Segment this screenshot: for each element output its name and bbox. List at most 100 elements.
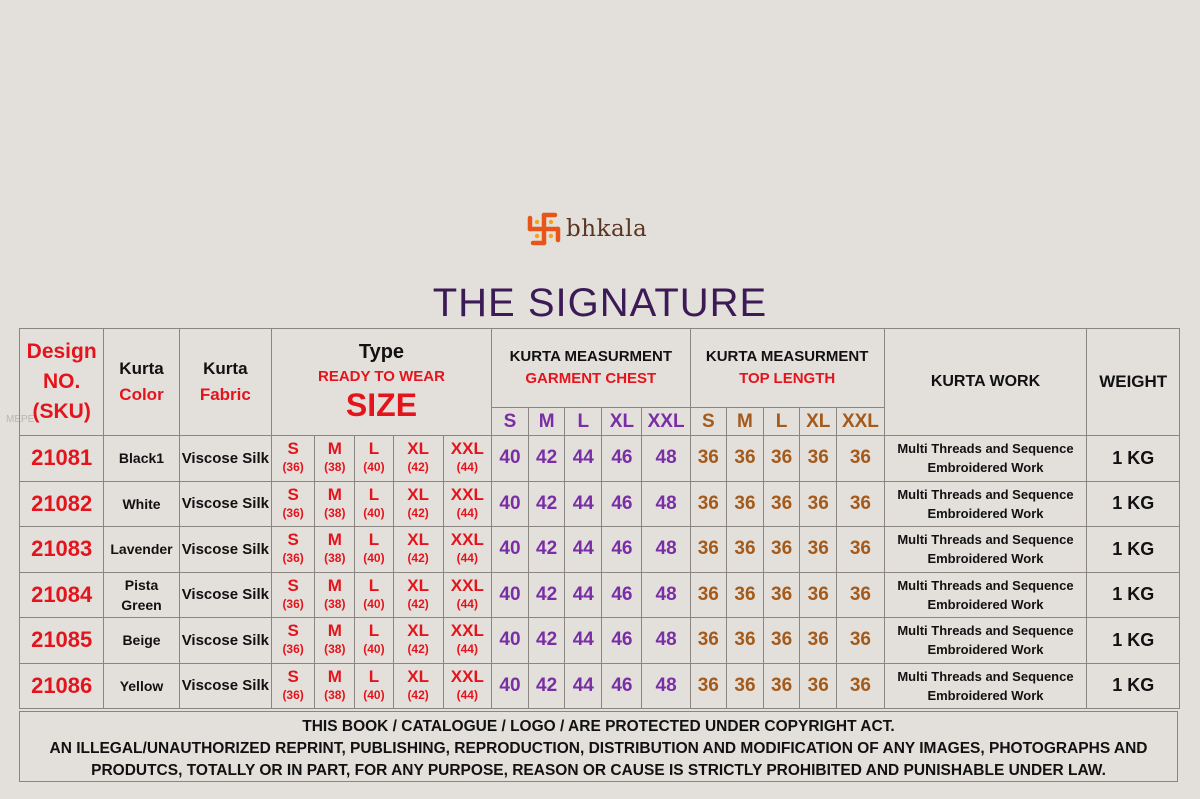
length-measurement-cell: 36	[763, 571, 801, 618]
sku-cell: 21085	[18, 617, 105, 664]
kurta-work-header: KURTA WORK	[883, 328, 1088, 436]
length-measurement-cell: 36	[763, 662, 801, 709]
length-measurement-cell: 36	[799, 435, 838, 482]
catalogue-title: THE SIGNATURE	[432, 281, 768, 325]
length-measurement-cell: 36	[799, 617, 838, 664]
brand-logo: bhkala	[524, 207, 647, 251]
copyright-notice: THIS BOOK / CATALOGUE / LOGO / ARE PROTE…	[19, 711, 1178, 782]
length-measurement-cell: 36	[725, 571, 765, 618]
chest-measurement-cell: 44	[564, 662, 603, 709]
size-cell: L (40)	[354, 526, 394, 573]
size-cell: XXL (44)	[442, 480, 492, 527]
kurta-work-cell: Multi Threads and Sequence Embroidered Wo…	[883, 662, 1088, 709]
kurta-fabric-header: Kurta Fabric	[178, 328, 273, 436]
length-measurement-cell: 36	[799, 662, 838, 709]
length-measurement-cell: 36	[836, 480, 885, 527]
chest-measurement-cell: 42	[528, 662, 566, 709]
kurta-fabric-cell: Viscose Silk	[178, 480, 273, 527]
kurta-color-cell: Beige	[103, 617, 180, 664]
length-measurement-cell: 36	[836, 662, 885, 709]
chest-measurement-cell: 40	[490, 435, 530, 482]
size-cell: S (36)	[271, 662, 316, 709]
length-measurement-cell: 36	[725, 662, 765, 709]
length-measurement-cell: 36	[763, 480, 801, 527]
size-cell: L (40)	[354, 435, 394, 482]
length-measurement-cell: 36	[836, 571, 885, 618]
chest-measurement-cell: 40	[490, 662, 530, 709]
kurta-work-cell: Multi Threads and Sequence Embroidered Wo…	[883, 480, 1088, 527]
header-row: Design NO. (SKU) Kurta Color Kurta Fabri…	[18, 328, 1180, 436]
sku-cell: 21081	[18, 435, 105, 482]
kurta-color-cell: Yellow	[103, 662, 180, 709]
size-chart-table: Design NO. (SKU) Kurta Color Kurta Fabri…	[18, 328, 1180, 709]
length-measurement-cell: 36	[725, 480, 765, 527]
length-size-s: S	[689, 407, 727, 436]
size-cell: XL (42)	[392, 617, 444, 664]
kurta-color-cell: White	[103, 480, 180, 527]
chest-measurement-cell: 42	[528, 435, 566, 482]
sku-cell: 21086	[18, 662, 105, 709]
kurta-color-cell: Pista Green	[103, 571, 180, 618]
length-size-l: L	[763, 407, 801, 436]
size-cell: XXL (44)	[442, 526, 492, 573]
chest-measurement-cell: 48	[641, 662, 691, 709]
chest-measurement-cell: 48	[641, 617, 691, 664]
size-cell: L (40)	[354, 617, 394, 664]
length-measurement-cell: 36	[689, 435, 727, 482]
length-measurement-cell: 36	[799, 571, 838, 618]
chest-size-s: S	[490, 407, 530, 436]
chest-size-l: L	[564, 407, 603, 436]
type-size-header: Type READY TO WEAR SIZE	[271, 328, 492, 436]
kurta-fabric-cell: Viscose Silk	[178, 526, 273, 573]
chest-measurement-cell: 48	[641, 571, 691, 618]
length-measurement-cell: 36	[836, 526, 885, 573]
length-measurement-cell: 36	[799, 526, 838, 573]
length-size-m: M	[725, 407, 765, 436]
size-cell: S (36)	[271, 480, 316, 527]
chest-measurement-cell: 48	[641, 480, 691, 527]
garment-chest-header: KURTA MEASURMENT GARMENT CHEST	[490, 328, 691, 408]
kurta-color-cell: Black1	[103, 435, 180, 482]
size-cell: XXL (44)	[442, 571, 492, 618]
size-cell: XL (42)	[392, 662, 444, 709]
weight-cell: 1 KG	[1086, 480, 1180, 527]
size-cell: XL (42)	[392, 435, 444, 482]
weight-cell: 1 KG	[1086, 435, 1180, 482]
length-measurement-cell: 36	[689, 526, 727, 573]
length-size-xl: XL	[799, 407, 838, 436]
chest-measurement-cell: 40	[490, 571, 530, 618]
size-cell: M (38)	[314, 662, 356, 709]
length-measurement-cell: 36	[725, 617, 765, 664]
length-measurement-cell: 36	[689, 662, 727, 709]
length-size-xxl: XXL	[836, 407, 885, 436]
design-no-header: Design NO. (SKU)	[18, 328, 105, 436]
size-cell: XXL (44)	[442, 435, 492, 482]
chest-measurement-cell: 46	[601, 526, 643, 573]
size-cell: S (36)	[271, 571, 316, 618]
table-row: 21083 Lavender Viscose Silk S (36) M (38) L (40)…	[18, 526, 1180, 573]
swastik-logo-icon	[527, 212, 561, 246]
kurta-work-cell: Multi Threads and Sequence Embroidered Wo…	[883, 571, 1088, 618]
chest-size-xl: XL	[601, 407, 643, 436]
size-cell: XXL (44)	[442, 662, 492, 709]
weight-header: WEIGHT	[1086, 328, 1180, 436]
size-subheader-row: S M L XL XXL S M L XL XXL	[20, 407, 1180, 436]
table-row: 21086 Yellow Viscose Silk S (36) M (38) L (40) XL…	[18, 662, 1180, 709]
table-body: 21081 Black1 Viscose Silk S (36) M (38) L (40) XL…	[18, 435, 1180, 709]
length-measurement-cell: 36	[689, 571, 727, 618]
length-measurement-cell: 36	[725, 526, 765, 573]
size-cell: S (36)	[271, 435, 316, 482]
chest-size-m: M	[528, 407, 566, 436]
kurta-fabric-cell: Viscose Silk	[178, 662, 273, 709]
sku-cell: 21084	[18, 571, 105, 618]
kurta-color-cell: Lavender	[103, 526, 180, 573]
size-cell: M (38)	[314, 617, 356, 664]
chest-measurement-cell: 46	[601, 571, 643, 618]
size-cell: XL (42)	[392, 480, 444, 527]
length-measurement-cell: 36	[689, 480, 727, 527]
weight-cell: 1 KG	[1086, 526, 1180, 573]
chest-measurement-cell: 44	[564, 480, 603, 527]
chest-measurement-cell: 44	[564, 526, 603, 573]
length-measurement-cell: 36	[836, 617, 885, 664]
chest-measurement-cell: 40	[490, 480, 530, 527]
